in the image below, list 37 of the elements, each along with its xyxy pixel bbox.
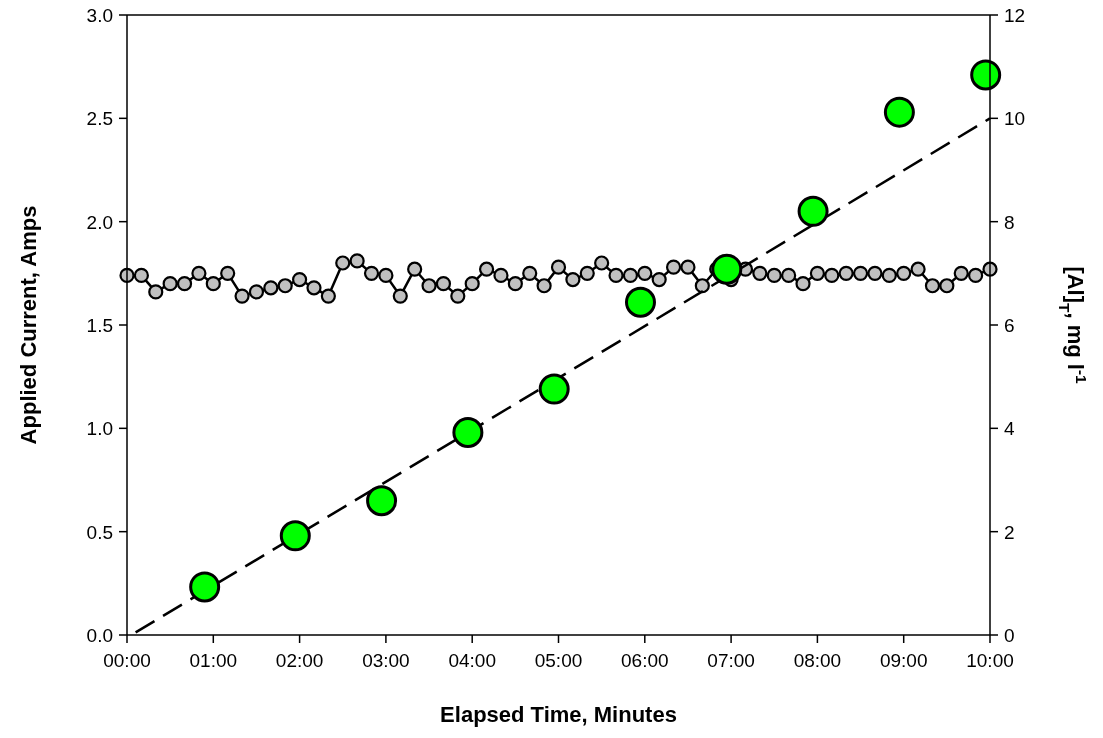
point: [452, 416, 484, 448]
y-axis-title: Applied Current, Amps: [16, 205, 41, 445]
y-tick-label: 1.0: [86, 418, 113, 440]
y2-tick-label: 12: [1004, 5, 1026, 26]
x-tick-label: 03:00: [362, 650, 410, 671]
point: [279, 520, 311, 552]
point: [797, 195, 829, 227]
x-tick-label: 00:00: [103, 650, 151, 671]
point: [883, 96, 915, 128]
point: [711, 253, 743, 285]
x-tick-label: 05:00: [534, 650, 583, 671]
x-axis-title: Elapsed Time, Minutes: [440, 702, 677, 727]
y-tick-label: 1.5: [86, 315, 113, 336]
point: [189, 571, 221, 603]
x-tick-label: 02:00: [275, 650, 324, 671]
y2-tick-label: 6: [1004, 315, 1015, 336]
x-tick-label: 09:00: [879, 650, 928, 671]
point: [970, 59, 1002, 91]
y-tick-label: 0.5: [86, 521, 113, 543]
y2-tick-label: 0: [1004, 625, 1015, 646]
y2-tick-label: 10: [1004, 108, 1026, 130]
x-tick-label: 10:00: [966, 650, 1014, 671]
y2-tick-label: 2: [1004, 521, 1015, 543]
y-tick-label: 0.0: [86, 625, 113, 646]
x-tick-label: 07:00: [707, 650, 755, 671]
point: [538, 373, 570, 405]
point: [624, 286, 656, 318]
x-tick-label: 06:00: [621, 650, 669, 671]
point: [366, 485, 398, 517]
y-tick-label: 3.0: [86, 5, 113, 26]
y-tick-label: 2.5: [86, 108, 113, 130]
x-tick-label: 04:00: [448, 650, 496, 671]
y2-tick-label: 4: [1004, 418, 1015, 440]
x-tick-label: 08:00: [793, 650, 842, 671]
x-tick-label: 01:00: [189, 650, 238, 671]
y2-tick-label: 8: [1004, 211, 1015, 233]
y-tick-label: 2.0: [86, 211, 113, 233]
